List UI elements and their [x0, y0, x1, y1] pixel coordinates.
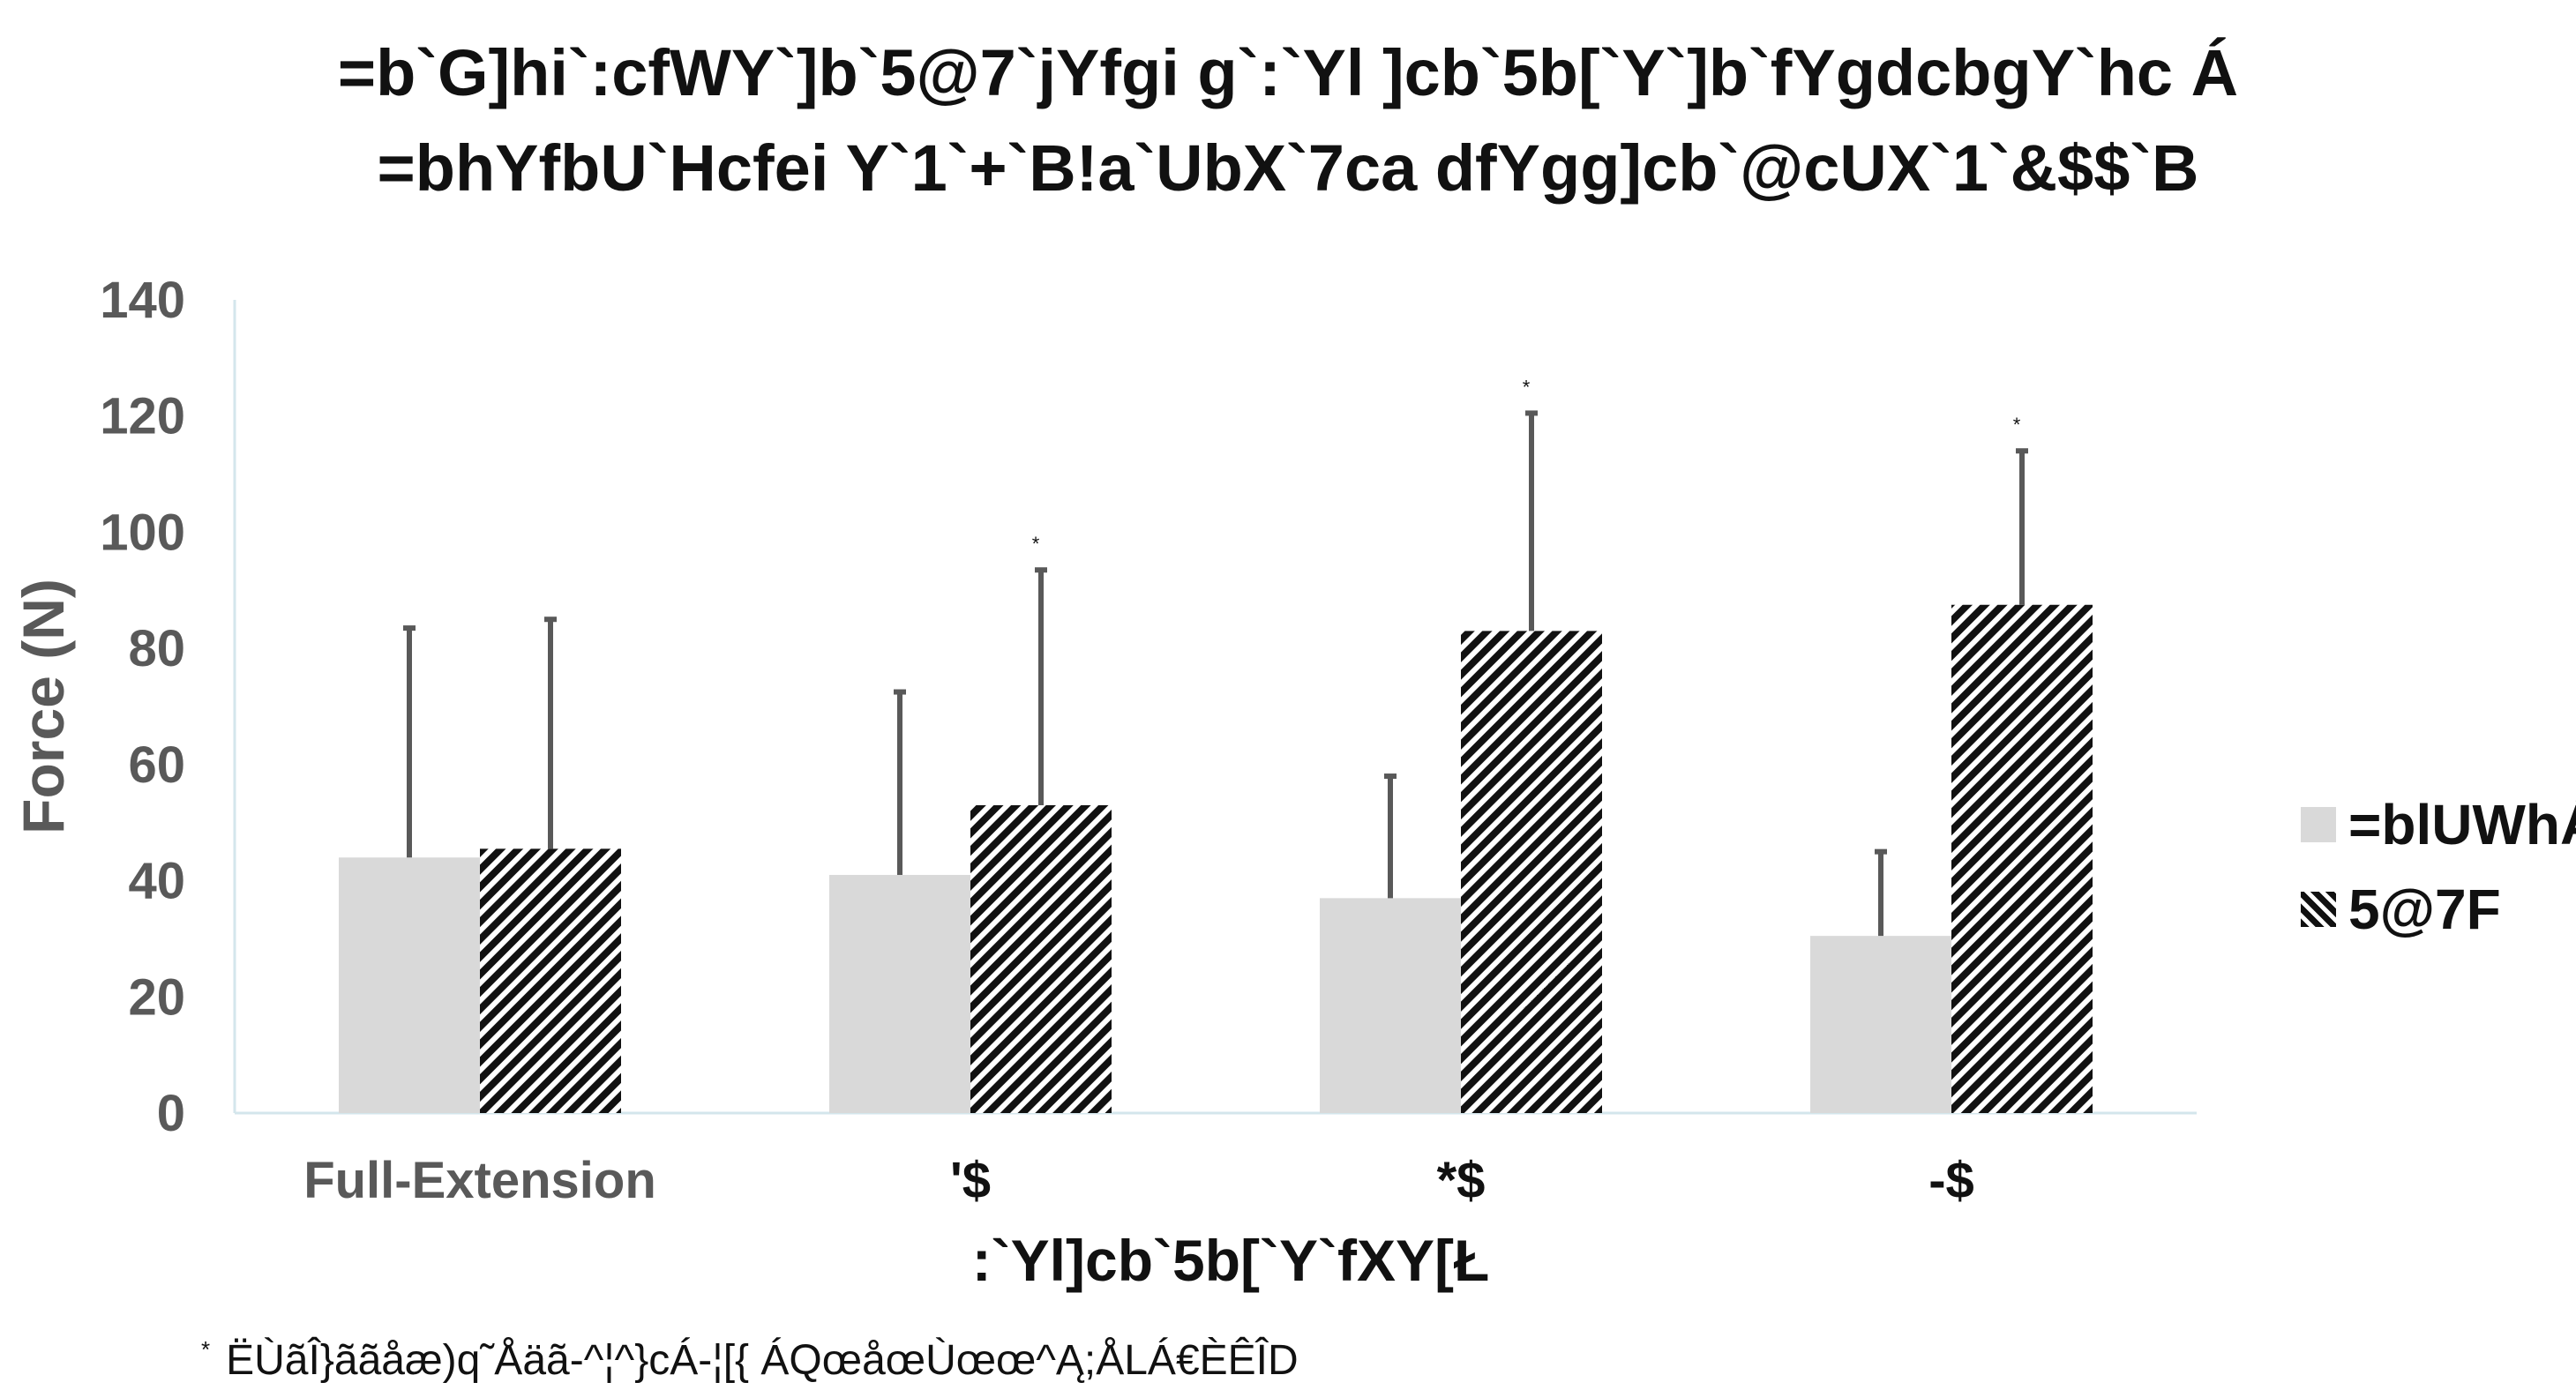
- legend-item-0: =blUWhÁ: [2301, 792, 2576, 857]
- bar-series1: [829, 874, 970, 1113]
- footnote-text: ËÙãÎ}ããåæ)q˜Åäã-^¦^}cÁ-¦[{ ÁQœåœÙœœ^Ą;ÅL…: [226, 1337, 1299, 1384]
- y-tick-label: 20: [128, 968, 185, 1026]
- chart-title: =b`G]hi`:cfWY`]b`5@7`jYfgi g`:`Yl ]cb`5b…: [337, 36, 2239, 109]
- bar-series1: [1320, 898, 1461, 1113]
- y-tick-label: 80: [128, 620, 185, 677]
- y-tick-label: 40: [128, 853, 185, 910]
- x-tick-label: Full-Extension: [303, 1152, 656, 1209]
- legend-swatch-0: [2301, 807, 2336, 842]
- legend-swatch-1: [2301, 892, 2336, 927]
- bar-series2: [1461, 631, 1602, 1113]
- significance-marker: *: [1032, 533, 1040, 555]
- significance-marker: *: [2013, 414, 2021, 436]
- bar-series2: [970, 804, 1112, 1113]
- y-tick-label: 120: [100, 388, 185, 445]
- y-tick-label: 60: [128, 736, 185, 794]
- footnote: * ËÙãÎ}ããåæ)q˜Åäã-^¦^}cÁ-¦[{ ÁQœåœÙœœ^Ą;Å…: [201, 1336, 1299, 1385]
- x-tick-label: *$: [1437, 1152, 1486, 1209]
- x-axis-label: :`Yl]cb`5b[`Y`fXY[Ł: [972, 1228, 1490, 1293]
- legend-label-1: 5@7F: [2348, 878, 2501, 941]
- x-tick-label: '$: [950, 1152, 991, 1209]
- y-tick-label: 140: [100, 272, 185, 329]
- bar-series2: [480, 848, 621, 1113]
- legend-label-0: =blUWhÁ: [2348, 793, 2576, 856]
- legend-item-1: 5@7F: [2301, 877, 2501, 942]
- x-tick-label: -$: [1928, 1152, 1974, 1209]
- y-tick-label: 100: [100, 504, 185, 561]
- footnote-marker: *: [201, 1336, 211, 1363]
- chart-subtitle: =bhYfbU`Hcfei Y`1`+`B!a`UbX`7ca dfYgg]cb…: [377, 131, 2199, 205]
- y-tick-label: 0: [157, 1085, 185, 1142]
- bar-series1: [1810, 936, 1951, 1113]
- bar-series1: [339, 857, 480, 1113]
- significance-marker: *: [1523, 376, 1531, 398]
- bar-series2: [1951, 604, 2093, 1113]
- y-axis-label: Force (N): [11, 579, 76, 834]
